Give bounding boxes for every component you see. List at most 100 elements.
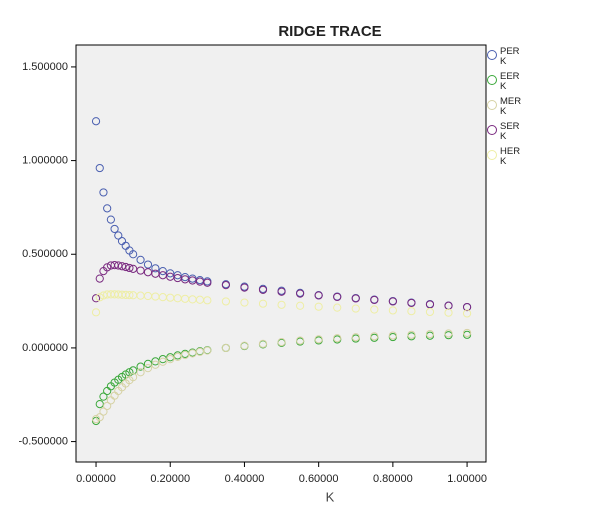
legend-marker-box <box>487 100 497 110</box>
point <box>158 267 167 276</box>
point <box>173 271 182 280</box>
point <box>240 283 249 292</box>
y-tick-label: 0.000000 <box>22 342 68 354</box>
point <box>296 289 305 298</box>
point <box>129 373 138 382</box>
point <box>158 357 167 366</box>
point <box>221 343 231 353</box>
legend-item: EER K <box>486 72 546 97</box>
point <box>103 401 112 411</box>
point <box>240 298 249 307</box>
point <box>129 250 138 259</box>
point <box>258 339 268 348</box>
point <box>258 299 268 308</box>
point <box>351 294 360 303</box>
series <box>91 328 472 424</box>
point <box>333 303 342 312</box>
point <box>91 117 101 126</box>
point <box>95 400 104 409</box>
point <box>99 407 108 416</box>
legend-label: HER K <box>500 146 521 167</box>
point <box>462 309 472 318</box>
point <box>103 204 112 213</box>
point <box>106 215 115 224</box>
point <box>277 287 286 296</box>
legend-marker <box>487 150 497 160</box>
point <box>370 332 379 341</box>
legend-label: PER K <box>500 46 520 67</box>
point <box>173 352 182 362</box>
legend-marker <box>487 50 497 60</box>
legend-item: PER K <box>486 47 546 72</box>
legend-marker <box>487 75 497 85</box>
point <box>388 331 397 340</box>
point <box>125 290 134 300</box>
x-tick-label: 0.00000 <box>76 473 116 485</box>
x-tick-label: 0.80000 <box>373 473 413 485</box>
point <box>136 368 145 377</box>
point <box>166 355 175 364</box>
point <box>114 261 123 270</box>
point <box>125 263 134 273</box>
legend-label: MER K <box>500 96 522 117</box>
chart-title: RIDGE TRACE <box>278 23 381 40</box>
point <box>91 294 101 303</box>
y-tick-label: -0.500000 <box>18 435 68 447</box>
y-tick-label: 1.000000 <box>22 154 68 166</box>
point <box>91 308 101 317</box>
legend-marker-box <box>487 125 497 135</box>
legend-item: HER K <box>486 147 546 172</box>
point <box>388 306 397 315</box>
point <box>203 346 212 355</box>
series <box>91 330 472 426</box>
point <box>166 269 175 278</box>
point <box>114 231 123 240</box>
point <box>240 341 249 350</box>
point <box>151 264 160 273</box>
point <box>462 328 472 338</box>
point <box>277 300 286 309</box>
point <box>143 268 153 277</box>
point <box>425 307 435 317</box>
point <box>99 188 108 197</box>
point <box>129 264 138 273</box>
point <box>351 333 360 342</box>
point <box>333 334 342 343</box>
point <box>258 285 268 294</box>
point <box>407 298 416 308</box>
point <box>462 302 472 312</box>
legend-item: MER K <box>486 97 546 122</box>
x-tick-label: 0.40000 <box>225 473 265 485</box>
x-tick-label: 0.60000 <box>299 473 339 485</box>
point <box>296 336 305 345</box>
series <box>91 290 472 318</box>
point <box>277 338 286 347</box>
legend-label: EER K <box>500 71 520 92</box>
point <box>370 295 379 305</box>
point <box>370 305 379 314</box>
point <box>351 304 360 313</box>
point <box>110 224 119 234</box>
point <box>407 307 416 316</box>
legend-label: SER K <box>500 121 520 142</box>
point <box>117 262 127 271</box>
point <box>158 271 167 280</box>
point <box>95 274 104 283</box>
series <box>91 261 472 312</box>
point <box>425 329 435 339</box>
legend-marker <box>487 125 497 135</box>
legend-marker-box <box>487 50 497 60</box>
point <box>407 330 416 339</box>
point <box>296 301 305 310</box>
point <box>388 297 397 306</box>
point <box>95 413 104 422</box>
point <box>203 296 212 305</box>
legend-item: SER K <box>486 122 546 147</box>
point <box>136 255 145 264</box>
point <box>143 364 153 373</box>
x-axis-label: K <box>326 489 335 504</box>
point <box>314 335 323 344</box>
x-tick-label: 0.20000 <box>150 473 190 485</box>
